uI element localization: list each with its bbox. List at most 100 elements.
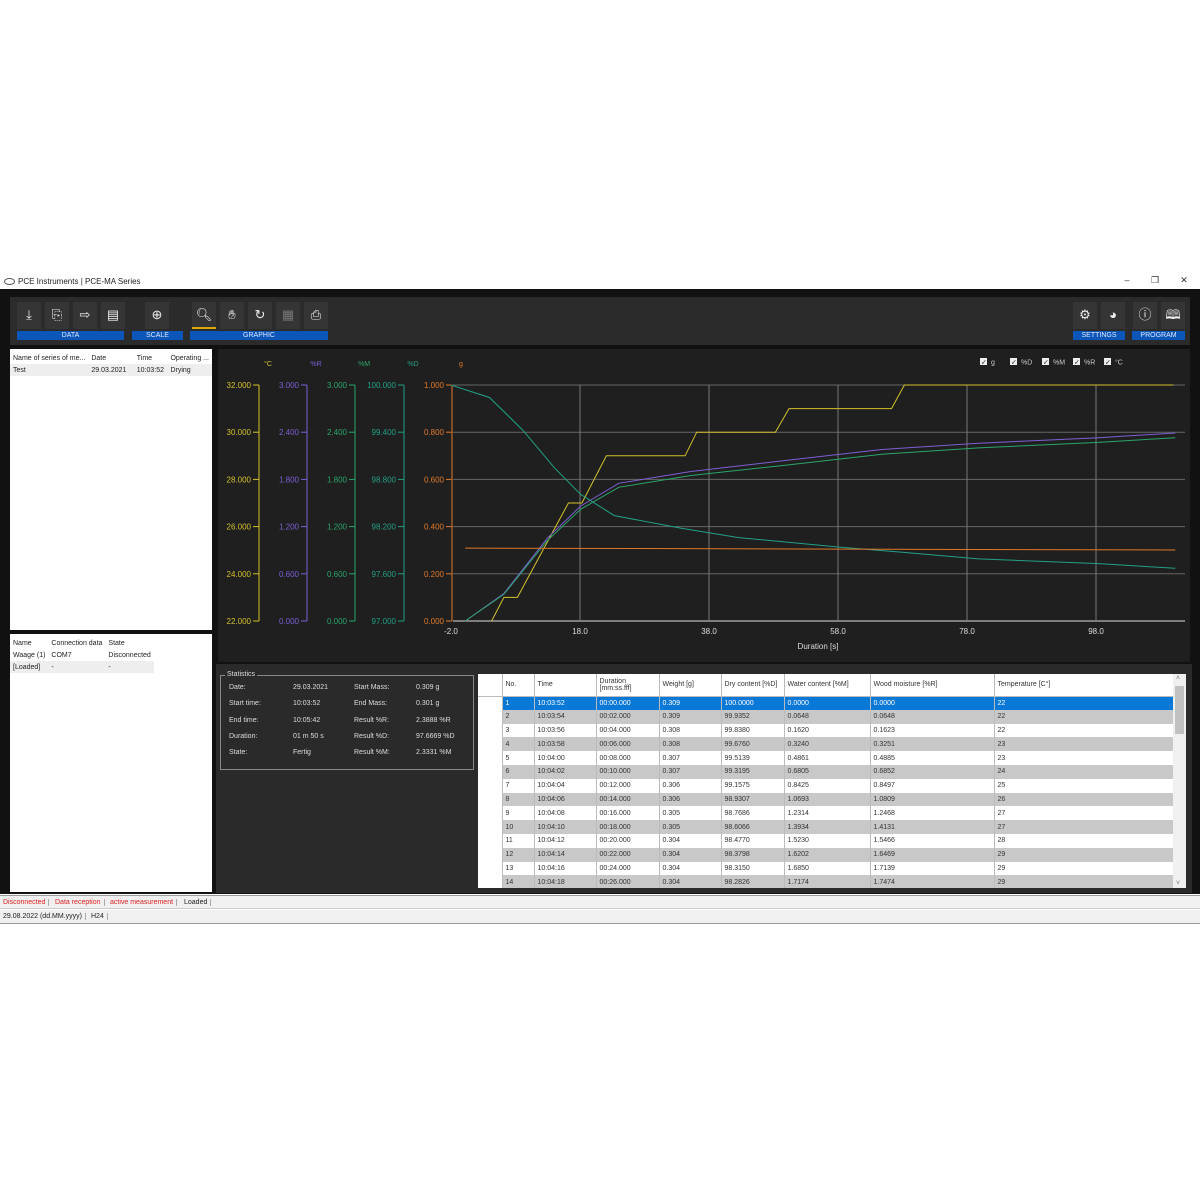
table-row[interactable]: 8 10:04:06 00:14.000 0.306 98.9307 1.0693 1.08… <box>478 792 1174 807</box>
cell: - <box>51 663 54 671</box>
y-axis-title: %D <box>407 361 418 368</box>
vertical-scrollbar[interactable]: ˄ ˅ <box>1173 674 1186 888</box>
row-header[interactable] <box>478 875 503 888</box>
table-row[interactable]: 3 10:03:56 00:04.000 0.308 99.8380 0.1620 0.16… <box>478 723 1174 738</box>
hand-icon[interactable]: ✋︎ <box>220 302 244 329</box>
col-state: State <box>108 639 125 647</box>
measurement-table[interactable]: No. Time Duration [mm:ss.fff] Weight [g] Dry… <box>478 674 1186 888</box>
table-cell: 98.3150 <box>721 861 785 876</box>
device-row[interactable]: Waage (1) COM7 Disconnected <box>10 649 154 661</box>
chart-svg[interactable]: -2.0 18.0 38.0 58.0 78.0 98.0 Duration [s] °C 22… <box>218 349 1190 662</box>
table-cell: 13 <box>502 861 535 876</box>
col-name[interactable]: Name of series of me... <box>13 354 86 362</box>
y-tick-label: 2.400 <box>327 428 348 437</box>
column-header[interactable]: Dry content [%D] <box>721 674 785 697</box>
table-row[interactable]: 5 10:04:00 00:08.000 0.307 99.5139 0.4861 0.48… <box>478 751 1174 765</box>
gear-icon[interactable]: ⚙ <box>1073 302 1097 329</box>
table-cell: 00:20.000 <box>596 833 660 848</box>
row-header[interactable] <box>478 764 503 779</box>
legend-checkbox[interactable] <box>1104 358 1111 365</box>
close-button[interactable]: ✕ <box>1180 275 1188 285</box>
series-row[interactable]: Test 29.03.2021 10:03:52 Drying <box>10 364 212 376</box>
export-pdf-icon[interactable]: ▤ <box>101 302 125 329</box>
row-header[interactable] <box>478 709 503 724</box>
column-header[interactable]: Duration [mm:ss.fff] <box>596 674 660 697</box>
row-header[interactable] <box>478 820 503 834</box>
column-header[interactable]: Weight [g] <box>659 674 722 697</box>
row-header[interactable] <box>478 847 503 862</box>
legend-label: %M <box>1053 360 1065 367</box>
table-cell: 00:14.000 <box>596 792 660 807</box>
legend-label: g <box>991 360 995 367</box>
row-header[interactable] <box>478 806 503 821</box>
magnifier-icon[interactable]: 🔍︎ <box>192 302 216 329</box>
table-cell: 1.4131 <box>870 820 995 834</box>
row-header[interactable]: ▸ <box>478 696 503 710</box>
table-row[interactable]: 9 10:04:08 00:16.000 0.305 98.7686 1.2314 1.24… <box>478 806 1174 821</box>
table-row[interactable]: 14 10:04:18 00:26.000 0.304 98.2826 1.7174 1.7… <box>478 875 1174 888</box>
scroll-up-icon[interactable]: ˄ <box>1176 675 1181 682</box>
legend-label: °C <box>1115 359 1123 367</box>
table-cell: 0.0648 <box>870 709 995 724</box>
row-header[interactable] <box>478 778 503 793</box>
export-file-icon[interactable]: ⇨ <box>73 302 97 329</box>
table-row[interactable]: 12 10:04:14 00:22.000 0.304 98.3798 1.6202 1.6… <box>478 847 1174 862</box>
table-cell: 10:03:52 <box>534 696 597 710</box>
print-icon[interactable]: ⎙ <box>304 302 328 329</box>
scroll-down-icon[interactable]: ˅ <box>1176 880 1181 887</box>
column-header[interactable]: Water content [%M] <box>784 674 871 697</box>
device-row[interactable]: [Loaded] - - <box>10 661 154 673</box>
row-header[interactable] <box>478 723 503 738</box>
column-header[interactable]: No. <box>502 674 535 697</box>
info-icon[interactable]: ⓘ <box>1133 302 1157 329</box>
table-cell: 2 <box>502 709 535 724</box>
legend-checkbox[interactable] <box>1010 358 1017 365</box>
y-tick-label: 0.000 <box>327 617 348 626</box>
table-row[interactable]: 7 10:04:04 00:12.000 0.306 99.1575 0.8425 0.84… <box>478 778 1174 793</box>
col-operating[interactable]: Operating ... <box>170 354 209 362</box>
table-cell: 99.9352 <box>721 709 785 724</box>
legend-checkbox[interactable] <box>1042 358 1049 365</box>
row-header[interactable] <box>478 751 503 765</box>
table-row[interactable]: 13 10:04:16 00:24.000 0.304 98.3150 1.6850 1.7… <box>478 861 1174 876</box>
table-cell: 0.0000 <box>784 696 871 710</box>
table-row[interactable]: ▸ 1 10:03:52 00:00.000 0.309 100.0000 0.0000 0.… <box>478 696 1174 710</box>
grid-icon[interactable]: ▦ <box>276 302 300 329</box>
row-header[interactable] <box>478 792 503 807</box>
y-tick-label: 97.000 <box>372 617 397 626</box>
zoom-in-icon[interactable]: ⊕ <box>145 302 169 329</box>
y-tick-label: 1.200 <box>279 523 300 532</box>
legend-checkbox[interactable] <box>1073 358 1080 365</box>
time-format: H24 <box>88 913 108 920</box>
table-cell: 22 <box>994 696 1174 710</box>
maximize-button[interactable]: ❐ <box>1150 275 1160 285</box>
table-row[interactable]: 11 10:04:12 00:20.000 0.304 98.4770 1.5230 1.5… <box>478 833 1174 848</box>
table-cell: 00:00.000 <box>596 696 660 710</box>
row-header[interactable] <box>478 833 503 848</box>
column-header[interactable]: Time <box>534 674 597 697</box>
col-time[interactable]: Time <box>136 354 153 362</box>
table-row[interactable]: 10 10:04:10 00:18.000 0.305 98.6066 1.3934 1.4… <box>478 820 1174 834</box>
table-row[interactable]: 4 10:03:58 00:06.000 0.308 99.6760 0.3240 0.32… <box>478 737 1174 752</box>
table-row[interactable]: 2 10:03:54 00:02.000 0.309 99.9352 0.0648 0.06… <box>478 709 1174 724</box>
col-date[interactable]: Date <box>91 354 107 362</box>
table-cell: 10:04:06 <box>534 792 597 807</box>
column-header[interactable]: Temperature [C°] <box>994 674 1174 697</box>
chart-panel[interactable]: -2.0 18.0 38.0 58.0 78.0 98.0 Duration [s] °C 22… <box>218 349 1190 662</box>
table-cell: 0.1623 <box>870 723 995 738</box>
table-cell: 0.0000 <box>870 696 995 710</box>
manual-icon[interactable]: 🕮︎ <box>1161 302 1185 329</box>
table-row[interactable]: 6 10:04:02 00:10.000 0.307 99.3195 0.6805 0.68… <box>478 764 1174 779</box>
scrollbar-thumb[interactable] <box>1175 686 1184 734</box>
export-excel-icon[interactable]: ⎘ <box>45 302 69 329</box>
globe-icon[interactable]: ◕ <box>1101 302 1125 329</box>
minimize-button[interactable]: – <box>1124 275 1130 285</box>
row-header[interactable] <box>478 737 503 752</box>
column-header[interactable]: Wood moisture [%R] <box>870 674 995 697</box>
import-icon[interactable]: ⤓ <box>17 302 41 329</box>
refresh-icon[interactable]: ↻ <box>248 302 272 329</box>
table-cell: 5 <box>502 751 535 765</box>
table-cell: 0.3240 <box>784 737 871 752</box>
row-header[interactable] <box>478 861 503 876</box>
legend-checkbox[interactable] <box>980 358 987 365</box>
